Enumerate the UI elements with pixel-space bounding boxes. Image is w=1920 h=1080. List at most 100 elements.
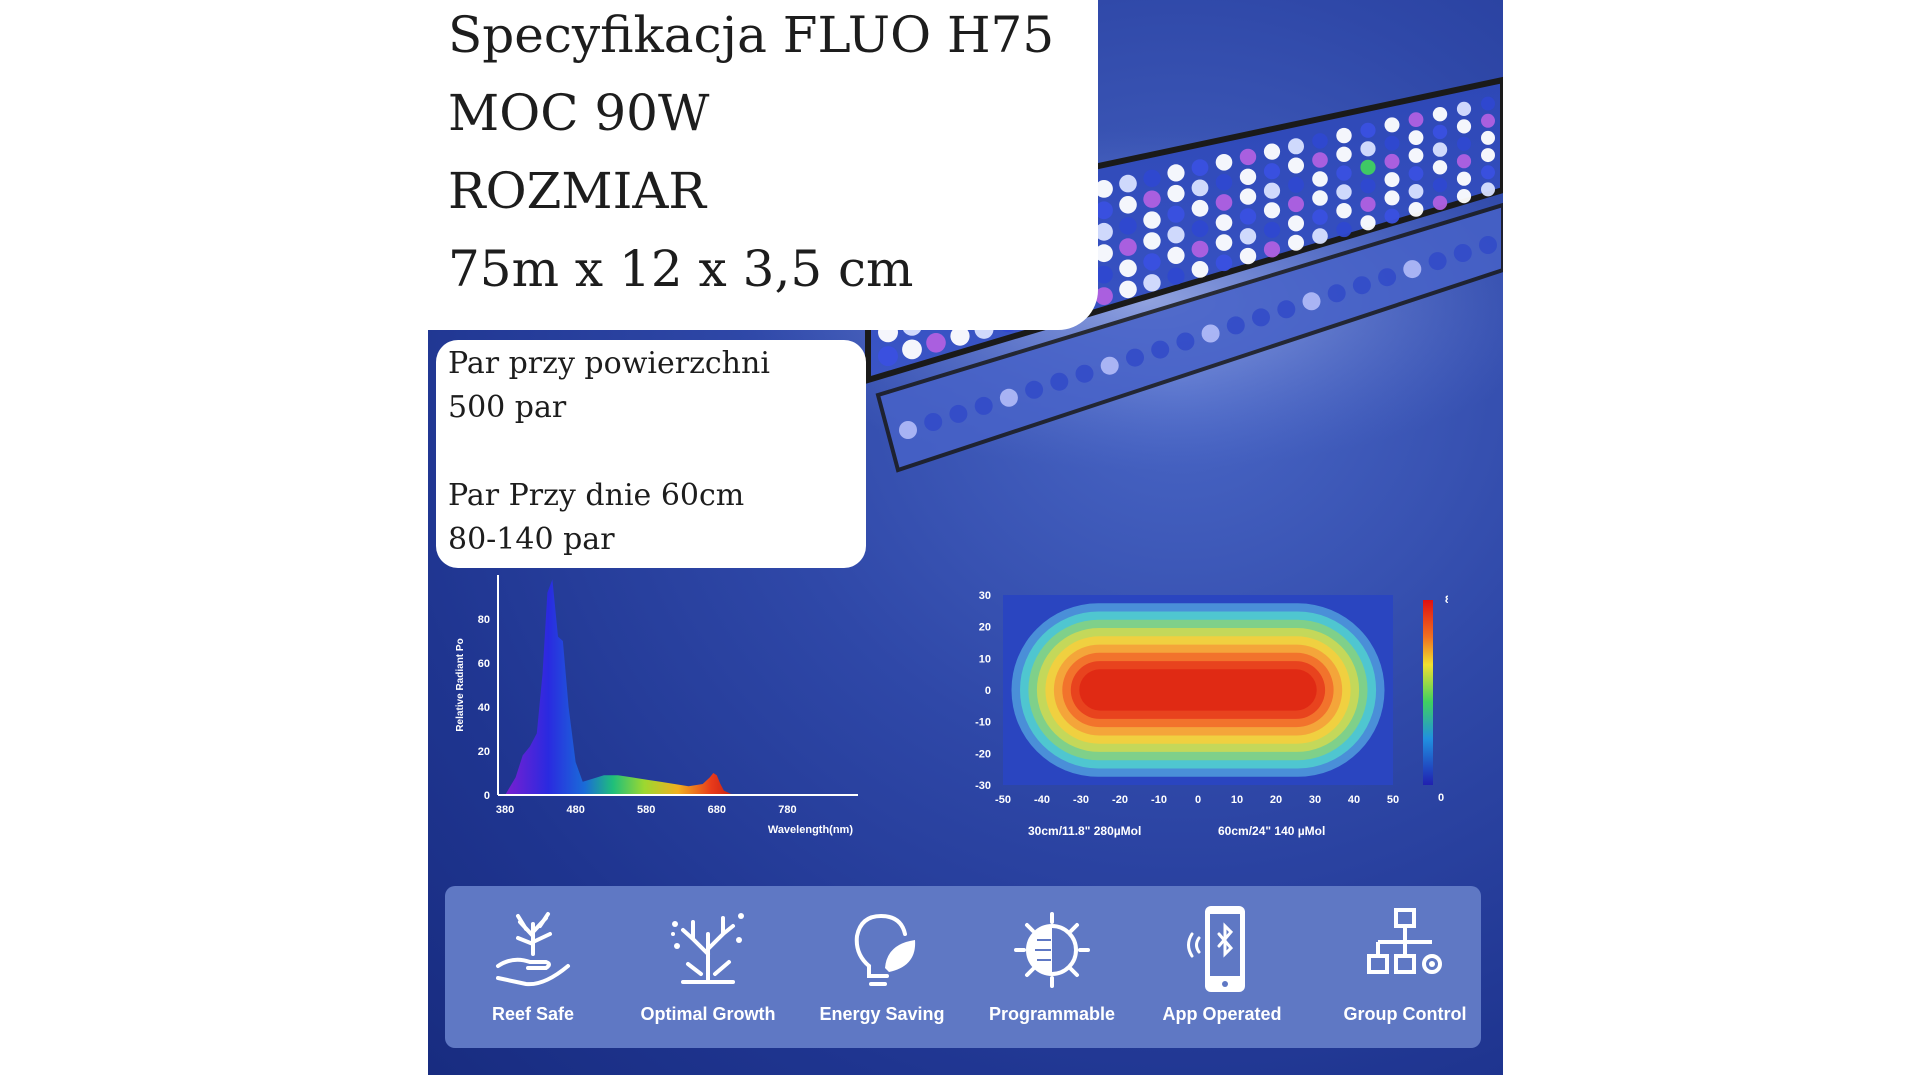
led-dot xyxy=(1143,274,1161,292)
led-dot xyxy=(1119,174,1137,193)
x-tick-label: 50 xyxy=(1387,794,1399,806)
led-dot xyxy=(1312,152,1328,168)
led-dot xyxy=(950,326,970,346)
heatmap-contour xyxy=(1079,669,1317,711)
led-dot xyxy=(1095,265,1113,284)
spec-title: Specyfikacja FLUO H75 xyxy=(448,6,1055,64)
led-dot xyxy=(1336,184,1352,200)
led-dot xyxy=(1191,199,1209,217)
led-dot xyxy=(1360,178,1376,194)
led-dot xyxy=(1453,244,1472,262)
y-tick-label: 20 xyxy=(979,622,991,634)
spectrum-area xyxy=(505,579,746,795)
led-dot xyxy=(1408,130,1424,146)
x-tick-label: -40 xyxy=(1034,794,1050,806)
feature-label: Energy Saving xyxy=(819,1004,945,1024)
led-dot xyxy=(1288,196,1304,213)
led-dot xyxy=(1119,280,1137,299)
led-dot xyxy=(1432,195,1448,210)
led-dot xyxy=(1119,196,1137,214)
led-dot xyxy=(1176,332,1195,351)
led-dot xyxy=(1143,169,1161,187)
x-tick-label: 480 xyxy=(566,804,584,816)
y-tick-label: 20 xyxy=(478,746,490,758)
led-dot xyxy=(1456,154,1472,169)
spec-title-callout: Specyfikacja FLUO H75 MOC 90W ROZMIAR 75… xyxy=(428,0,1098,330)
x-tick-label: 10 xyxy=(1231,794,1243,806)
led-dot xyxy=(1143,211,1161,229)
led-dot xyxy=(1428,252,1447,271)
x-tick-label: 780 xyxy=(778,804,796,816)
led-dot xyxy=(1456,136,1472,151)
led-dot xyxy=(1384,135,1400,151)
led-dot xyxy=(1408,184,1424,199)
measurement-annotation: 30cm/11.8" 280µMol xyxy=(1028,824,1141,838)
led-dot xyxy=(1481,182,1495,197)
colorbar-max-label: 800 xyxy=(1445,594,1448,606)
feature-group-control: Group Control xyxy=(1325,904,1485,1034)
led-dot xyxy=(1481,96,1495,111)
led-dot xyxy=(1312,133,1328,149)
led-dot xyxy=(1191,220,1209,238)
led-dot xyxy=(1263,241,1281,258)
led-dot xyxy=(924,413,943,431)
led-dot xyxy=(1456,101,1472,116)
led-dot xyxy=(1336,221,1352,238)
x-axis-label: Wavelength(nm) xyxy=(768,824,853,836)
led-dot xyxy=(1288,157,1304,174)
led-dot xyxy=(1312,190,1328,206)
led-dot xyxy=(926,333,946,353)
feature-energy-saving: Energy Saving xyxy=(802,904,962,1034)
led-dot xyxy=(1408,112,1424,127)
network-gear-icon xyxy=(1367,908,1442,974)
led-dot xyxy=(1403,260,1422,279)
led-dot xyxy=(1215,254,1233,272)
par-bottom-label: Par Przy dnie 60cm xyxy=(448,478,745,513)
x-tick-label: -30 xyxy=(1073,794,1089,806)
feature-app-operated: App Operated xyxy=(1142,904,1302,1034)
led-dot xyxy=(1167,267,1185,285)
led-dot xyxy=(1432,107,1448,122)
par-callout: Par przy powierzchni 500 par Par Przy dn… xyxy=(436,340,866,568)
led-dot xyxy=(1384,208,1400,224)
x-tick-label: -20 xyxy=(1112,794,1128,806)
led-dot xyxy=(1215,194,1233,211)
spectrum-chart: 0 20 40 60 80 380 480 580 680 780 Wavelength(nm) Re… xyxy=(455,575,858,836)
product-panel: Specyfikacja FLUO H75 MOC 90W ROZMIAR 75… xyxy=(428,0,1503,1075)
y-tick-label: -10 xyxy=(975,717,991,729)
led-dot xyxy=(1312,171,1328,187)
led-dot xyxy=(1352,276,1371,295)
reef-hand-icon xyxy=(496,912,570,987)
led-dot xyxy=(1479,236,1497,254)
led-dot xyxy=(1215,234,1233,251)
led-dot xyxy=(1167,164,1185,182)
measurement-annotation: 60cm/24" 140 µMol xyxy=(1218,824,1325,838)
sun-dial-icon xyxy=(1014,912,1090,988)
led-dot xyxy=(1288,138,1304,155)
led-dot xyxy=(1095,287,1113,305)
feature-label: App Operated xyxy=(1162,1004,1282,1024)
led-dot xyxy=(949,404,968,423)
x-tick-label: 680 xyxy=(708,804,726,816)
led-dot xyxy=(1215,154,1233,171)
feature-bar: Reef Safe Optimal Growth Energy Saving xyxy=(445,886,1481,1048)
led-dot xyxy=(1119,238,1137,256)
led-dot xyxy=(1191,179,1209,197)
x-tick-label: -50 xyxy=(995,794,1011,806)
led-dot xyxy=(1191,240,1209,258)
led-dot xyxy=(1360,215,1376,231)
y-tick-label: -30 xyxy=(975,780,991,792)
colorbar-min-label: 0 xyxy=(1438,792,1444,804)
led-dot xyxy=(878,346,898,367)
led-dot xyxy=(1360,196,1376,212)
y-tick-label: 40 xyxy=(478,702,490,714)
led-dot xyxy=(1456,119,1472,134)
y-tick-label: 10 xyxy=(979,653,991,665)
size-label: ROZMIAR xyxy=(448,162,707,220)
led-dot xyxy=(1432,177,1448,193)
led-dot xyxy=(1167,226,1185,244)
led-dot xyxy=(1191,159,1209,177)
led-dot xyxy=(1432,160,1448,175)
led-dot xyxy=(1167,184,1185,203)
led-dot xyxy=(1432,124,1448,140)
